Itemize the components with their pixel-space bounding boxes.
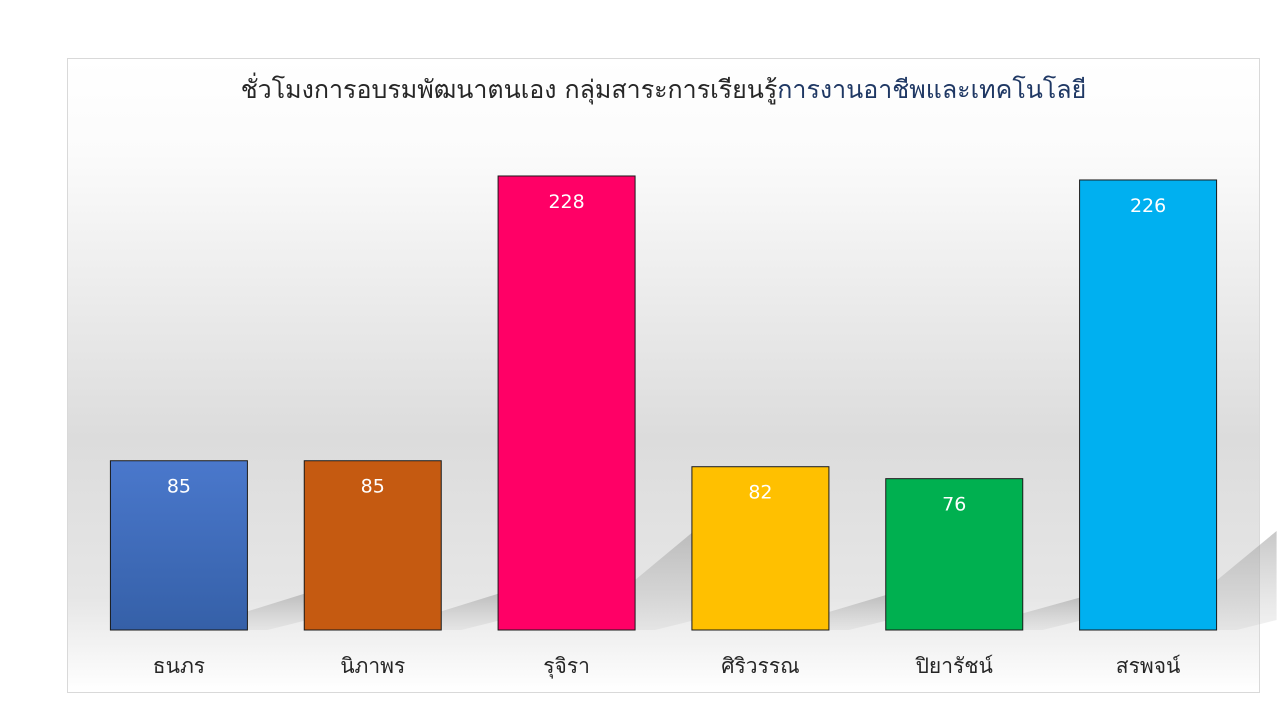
bar-shadow — [441, 592, 502, 630]
data-label-3: 228 — [548, 191, 584, 213]
category-label-3: รุจิรา — [543, 654, 590, 679]
bar-4[interactable] — [691, 466, 830, 631]
category-label-5: ปิยารัชน์ — [915, 654, 993, 678]
category-label-1: ธนภร — [153, 654, 205, 678]
data-label-6: 226 — [1130, 195, 1166, 217]
bar-shadow — [1216, 530, 1277, 630]
category-label-2: นิภาพร — [340, 654, 405, 678]
bar-1[interactable] — [109, 460, 248, 631]
data-label-1: 85 — [167, 476, 191, 498]
bar-5[interactable] — [885, 478, 1024, 631]
bar-shadow — [635, 530, 696, 630]
chart-title: ชั่วโมงการอบรมพัฒนาตนเอง กลุ่มสาระการเรี… — [67, 70, 1260, 110]
data-label-5: 76 — [942, 494, 966, 516]
data-label-4: 82 — [748, 482, 772, 504]
bar-shadow — [1022, 596, 1083, 630]
category-label-6: สรพจน์ — [1116, 654, 1181, 678]
chart-title-main: ชั่วโมงการอบรมพัฒนาตนเอง กลุ่มสาระการเรี… — [240, 75, 778, 104]
bar-shadow — [828, 594, 889, 630]
category-label-4: ศิริวรรณ — [721, 654, 799, 678]
bar-3[interactable] — [497, 175, 636, 631]
bar-2[interactable] — [303, 460, 442, 631]
bar-6[interactable] — [1079, 179, 1218, 631]
data-label-2: 85 — [361, 476, 385, 498]
bar-shadow — [247, 592, 308, 630]
chart-title-accent: การงานอาชีพและเทคโนโลยี — [777, 75, 1087, 104]
